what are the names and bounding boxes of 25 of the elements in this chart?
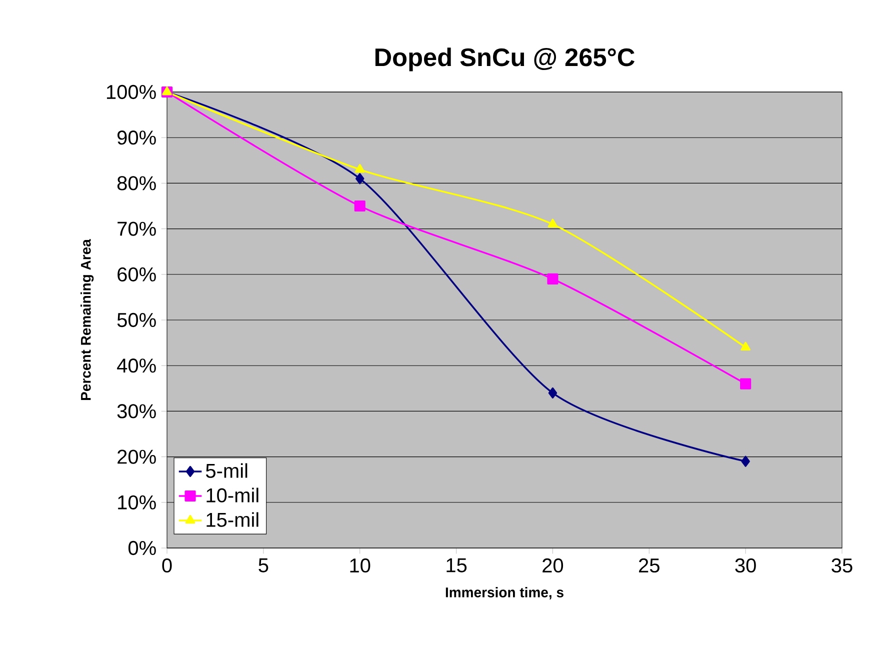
y-tick-label: 70% xyxy=(118,222,156,236)
y-tick-label: 50% xyxy=(117,312,156,328)
x-axis-title: Immersion time, s xyxy=(446,587,564,600)
x-tick-label: 20 xyxy=(542,558,564,573)
x-tick-label: 35 xyxy=(832,558,852,573)
y-tick-label: 60% xyxy=(118,267,156,282)
legend-label: 10-mil xyxy=(206,488,258,502)
y-tick-label: 10% xyxy=(118,495,156,510)
x-tick-label: 25 xyxy=(639,558,660,573)
chart-title: Doped SnCu @ 265°C xyxy=(375,48,635,72)
y-tick-label: 0% xyxy=(128,540,156,556)
y-tick-label: 100% xyxy=(106,84,156,100)
legend-label: 5-mil xyxy=(206,463,248,478)
y-tick-label: 40% xyxy=(117,358,156,373)
y-tick-label: 90% xyxy=(118,130,156,145)
legend-label: 15-mil xyxy=(206,512,258,527)
y-tick-label: 80% xyxy=(117,176,156,190)
x-tick-label: 15 xyxy=(446,558,467,572)
y-tick-label: 20% xyxy=(118,450,156,464)
x-tick-label: 0 xyxy=(162,558,172,573)
x-tick-label: 5 xyxy=(258,558,268,572)
x-tick-label: 10 xyxy=(350,558,370,573)
y-tick-label: 30% xyxy=(117,404,156,418)
x-tick-label: 30 xyxy=(735,558,756,573)
y-axis-title: Percent Remaining Area xyxy=(80,239,94,400)
